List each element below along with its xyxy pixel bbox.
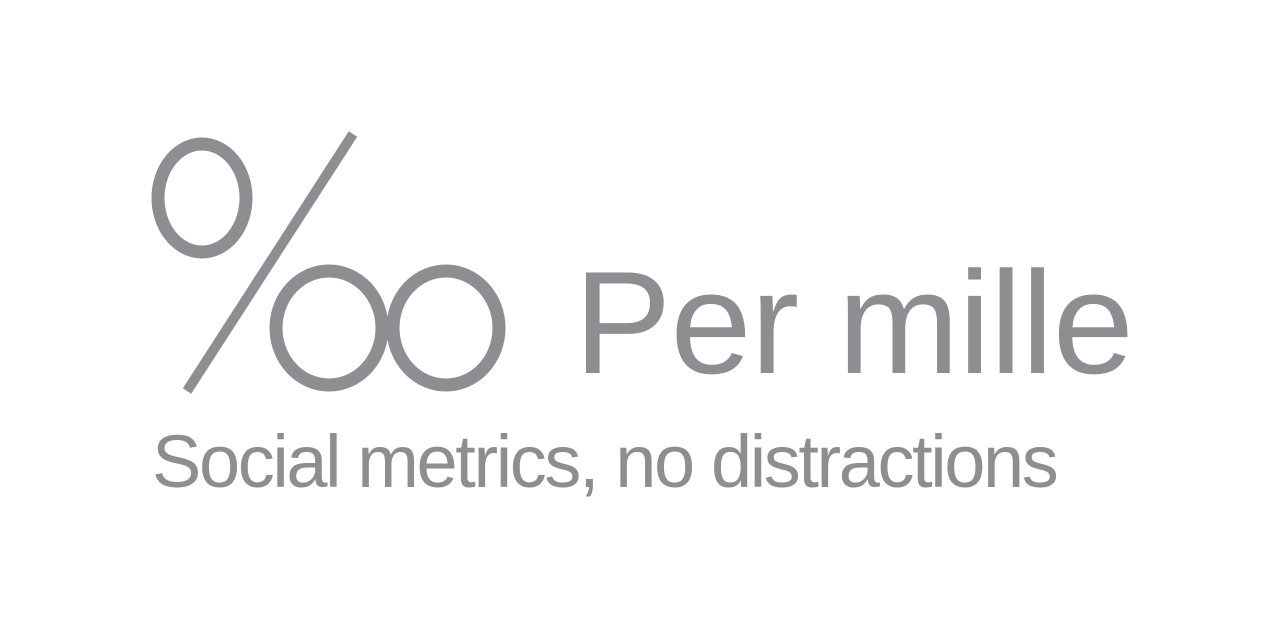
brand-name: Per mille xyxy=(574,241,1134,404)
slash xyxy=(182,131,358,394)
small-ring xyxy=(151,137,253,259)
per-mille-glyph xyxy=(151,131,506,394)
per-mille-sign-icon xyxy=(150,130,515,395)
brand-tagline: Social metrics, no distractions xyxy=(152,420,1059,503)
ring-left xyxy=(269,264,389,392)
ring-right xyxy=(386,264,506,392)
